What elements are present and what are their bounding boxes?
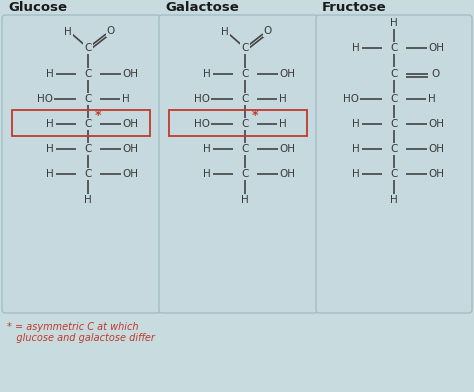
Text: HO: HO [194, 119, 210, 129]
Text: H: H [352, 144, 360, 154]
Text: HO: HO [194, 94, 210, 104]
Text: C: C [84, 144, 91, 154]
Text: OH: OH [428, 119, 444, 129]
Text: H: H [203, 69, 211, 79]
FancyBboxPatch shape [316, 15, 472, 313]
Text: H: H [352, 119, 360, 129]
Text: O: O [107, 26, 115, 36]
Text: C: C [241, 119, 249, 129]
FancyBboxPatch shape [2, 15, 161, 313]
Text: OH: OH [428, 43, 444, 53]
Text: C: C [390, 94, 398, 104]
Text: OH: OH [279, 169, 295, 179]
Text: OH: OH [122, 69, 138, 79]
Text: C: C [241, 144, 249, 154]
Text: H: H [279, 94, 287, 104]
Text: *: * [252, 109, 258, 122]
Text: OH: OH [279, 144, 295, 154]
Text: glucose and galactose differ: glucose and galactose differ [7, 333, 155, 343]
Text: C: C [84, 69, 91, 79]
Text: HO: HO [343, 94, 359, 104]
Bar [169, 110, 307, 136]
Text: H: H [203, 144, 211, 154]
Text: OH: OH [428, 144, 444, 154]
Text: H: H [428, 94, 436, 104]
Text: H: H [46, 144, 54, 154]
Text: H: H [279, 119, 287, 129]
Text: H: H [64, 27, 72, 37]
Text: C: C [84, 43, 91, 53]
Text: H: H [390, 195, 398, 205]
Text: OH: OH [428, 169, 444, 179]
Text: H: H [46, 169, 54, 179]
Text: H: H [221, 27, 229, 37]
Text: C: C [390, 43, 398, 53]
Text: C: C [241, 169, 249, 179]
Text: OH: OH [122, 119, 138, 129]
FancyBboxPatch shape [159, 15, 318, 313]
Text: O: O [264, 26, 272, 36]
Text: OH: OH [122, 169, 138, 179]
Text: C: C [390, 69, 398, 79]
Text: C: C [390, 119, 398, 129]
Text: *: * [95, 109, 101, 122]
Text: H: H [390, 18, 398, 28]
Text: H: H [241, 195, 249, 205]
Text: H: H [84, 195, 92, 205]
Text: C: C [241, 69, 249, 79]
Text: H: H [46, 119, 54, 129]
Text: OH: OH [122, 144, 138, 154]
Text: C: C [84, 119, 91, 129]
Text: C: C [390, 144, 398, 154]
Text: Galactose: Galactose [165, 1, 239, 14]
Text: H: H [46, 69, 54, 79]
Text: Glucose: Glucose [8, 1, 67, 14]
Text: HO: HO [37, 94, 53, 104]
Text: C: C [241, 43, 249, 53]
Text: C: C [390, 169, 398, 179]
Text: H: H [122, 94, 130, 104]
Text: O: O [432, 69, 440, 79]
Text: C: C [84, 94, 91, 104]
Text: * = asymmetric C at which: * = asymmetric C at which [7, 322, 138, 332]
Text: C: C [241, 94, 249, 104]
Text: Fructose: Fructose [322, 1, 387, 14]
Text: H: H [352, 43, 360, 53]
Text: C: C [84, 169, 91, 179]
Text: H: H [352, 169, 360, 179]
Text: H: H [203, 169, 211, 179]
Text: OH: OH [279, 69, 295, 79]
Bar [12, 110, 150, 136]
